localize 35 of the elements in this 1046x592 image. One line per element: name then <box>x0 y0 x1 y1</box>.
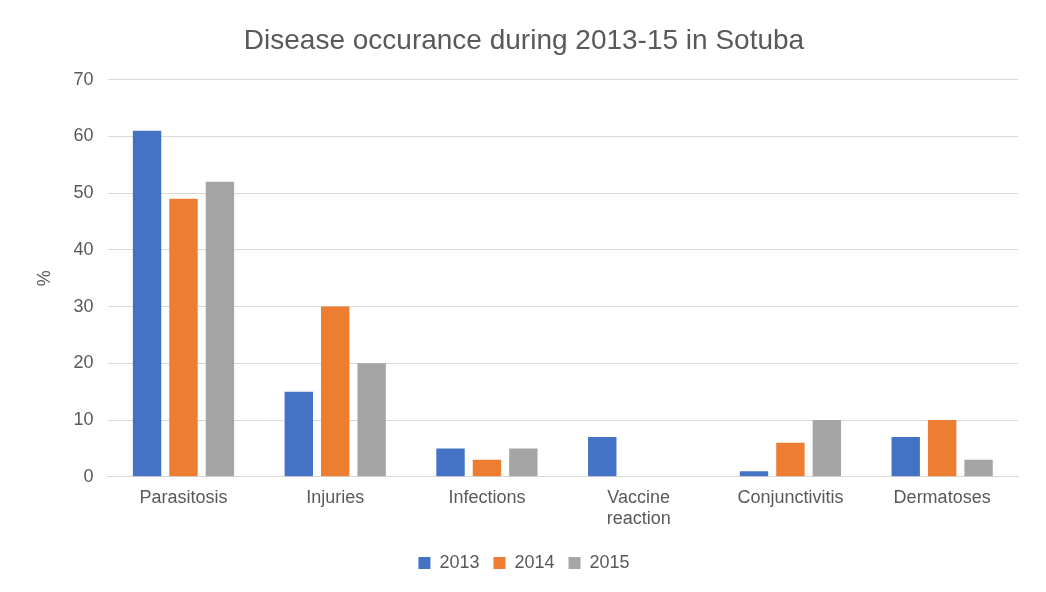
bar <box>739 471 769 477</box>
bar <box>891 437 920 477</box>
bar <box>357 363 386 477</box>
bar <box>812 420 842 477</box>
x-tick-label: Infections <box>448 486 526 507</box>
bar <box>509 448 538 477</box>
bar <box>776 442 805 477</box>
bar <box>472 459 502 477</box>
legend-label: 2013 <box>439 551 480 572</box>
x-tick-label: Parasitosis <box>139 486 228 507</box>
y-tick-label: 30 <box>73 295 94 316</box>
bar <box>927 420 957 477</box>
bar <box>588 437 617 477</box>
y-tick-label: 60 <box>73 125 94 146</box>
x-tick-label: Dermatoses <box>893 486 991 507</box>
bar <box>205 181 235 477</box>
y-tick-label: 50 <box>73 182 94 203</box>
y-axis-title: % <box>33 270 54 287</box>
y-tick-label: 20 <box>73 352 94 373</box>
y-tick-label: 70 <box>73 68 94 89</box>
bar <box>169 198 198 477</box>
y-tick-label: 40 <box>73 238 94 259</box>
bar <box>284 391 313 477</box>
bar <box>964 459 993 477</box>
chart-title: Disease occurance during 2013-15 in Sotuba <box>243 23 805 55</box>
bar <box>436 448 465 477</box>
bar <box>132 130 162 477</box>
legend-label: 2014 <box>514 551 555 572</box>
legend-label: 2015 <box>589 551 630 572</box>
bar <box>321 306 350 477</box>
x-tick-label: Vaccine reaction <box>606 486 671 529</box>
x-tick-label: Conjunctivitis <box>737 486 844 507</box>
y-tick-label: 10 <box>73 409 94 430</box>
y-tick-label: 0 <box>83 465 94 486</box>
x-tick-label: Injuries <box>306 486 365 507</box>
